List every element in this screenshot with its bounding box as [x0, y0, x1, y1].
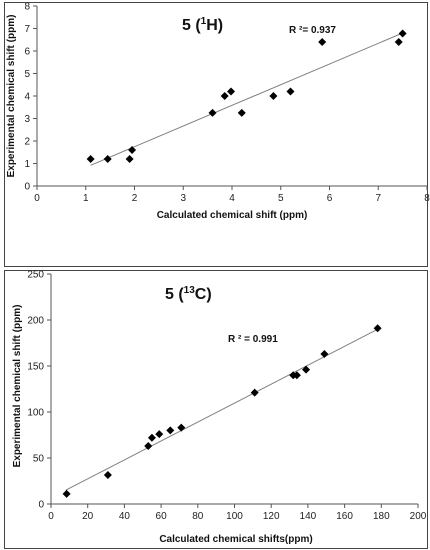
x-tick-label: 80 — [192, 511, 204, 522]
trendline — [90, 32, 403, 166]
data-point — [302, 365, 311, 374]
chart-1h-frame — [4, 2, 428, 267]
y-tick-label: 4 — [24, 92, 30, 103]
x-tick-label: 160 — [336, 511, 353, 522]
data-point — [86, 155, 95, 163]
data-point — [220, 92, 229, 100]
data-point — [269, 92, 278, 100]
x-tick-label: 8 — [424, 193, 430, 204]
data-point — [320, 350, 329, 359]
x-tick-label: 20 — [82, 511, 94, 522]
chart-title: 5 (1H) — [182, 16, 223, 34]
y-tick-label: 5 — [24, 69, 30, 80]
x-axis-title: Calculated chemical shifts(ppm) — [159, 534, 312, 545]
data-point — [177, 423, 186, 432]
x-tick-label: 120 — [263, 511, 280, 522]
chart-title: 5 (13C) — [165, 285, 212, 303]
y-tick-label: 6 — [24, 47, 30, 58]
y-tick-label: 200 — [27, 316, 44, 327]
data-point — [125, 155, 134, 163]
data-point — [144, 442, 153, 451]
x-axis-title: Calculated chemical shift (ppm) — [157, 210, 308, 221]
data-point — [237, 108, 246, 117]
x-tick-label: 7 — [375, 193, 381, 204]
chart-13c-frame — [4, 270, 428, 549]
y-tick-label: 100 — [27, 408, 44, 419]
y-tick-label: 3 — [24, 114, 30, 125]
data-point — [155, 430, 164, 439]
y-tick-label: 150 — [27, 362, 44, 373]
data-point — [398, 29, 407, 38]
data-point — [103, 155, 112, 163]
data-point — [208, 108, 217, 117]
y-tick-label: 1 — [24, 159, 30, 170]
r-squared-label: R ²= 0.937 — [289, 25, 336, 36]
y-tick-label: 8 — [24, 2, 30, 13]
x-tick-label: 100 — [226, 511, 243, 522]
x-tick-label: 180 — [373, 511, 390, 522]
data-point — [250, 388, 259, 397]
data-point — [147, 433, 156, 442]
chart-1h: 0 1 2 3 4 5 6 7 8 0 1 2 3 4 5 6 7 8 5 (1H) R ²= 0.937 Calcul… — [0, 0, 430, 270]
data-point — [103, 471, 112, 480]
x-tick-label: 2 — [132, 193, 138, 204]
x-tick-label: 5 — [278, 193, 284, 204]
x-tick-label: 3 — [180, 193, 186, 204]
x-tick-label: 6 — [327, 193, 333, 204]
y-tick-label: 0 — [24, 182, 30, 193]
y-axis-title: Experimental chemical shift (ppm) — [12, 305, 23, 468]
x-tick-label: 0 — [34, 193, 40, 204]
data-point — [128, 146, 137, 154]
data-point — [373, 324, 382, 333]
x-tick-label: 4 — [229, 193, 235, 204]
x-tick-label: 140 — [300, 511, 317, 522]
y-tick-label: 2 — [24, 137, 30, 148]
chart-13c-svg: 0 20 40 60 80 100 120 140 160 180 200 0 50 100 150 200 2… — [4, 270, 428, 549]
x-tick-label: 200 — [410, 511, 427, 522]
chart-13c: 0 20 40 60 80 100 120 140 160 180 200 0 50 100 150 200 2… — [0, 270, 430, 550]
data-point — [227, 87, 236, 96]
y-tick-label: 0 — [38, 500, 44, 511]
x-tick-label: 0 — [48, 511, 54, 522]
y-tick-label: 250 — [27, 270, 44, 281]
y-axis-title: Experimental chemical shift (ppm) — [6, 15, 17, 178]
chart-1h-svg: 0 1 2 3 4 5 6 7 8 0 1 2 3 4 5 6 7 8 5 (1H) R ²= 0.937 Calcul… — [4, 2, 430, 267]
r-squared-label: R ² = 0.991 — [228, 334, 278, 345]
data-point — [166, 426, 175, 435]
x-tick-label: 60 — [156, 511, 168, 522]
data-point — [292, 371, 301, 380]
data-point — [318, 38, 327, 46]
x-tick-label: 40 — [119, 511, 131, 522]
data-point — [62, 489, 71, 498]
x-tick-label: 1 — [83, 193, 89, 204]
y-tick-label: 50 — [33, 454, 45, 465]
y-tick-label: 7 — [24, 24, 30, 35]
data-point — [286, 87, 295, 96]
data-point — [394, 38, 403, 46]
